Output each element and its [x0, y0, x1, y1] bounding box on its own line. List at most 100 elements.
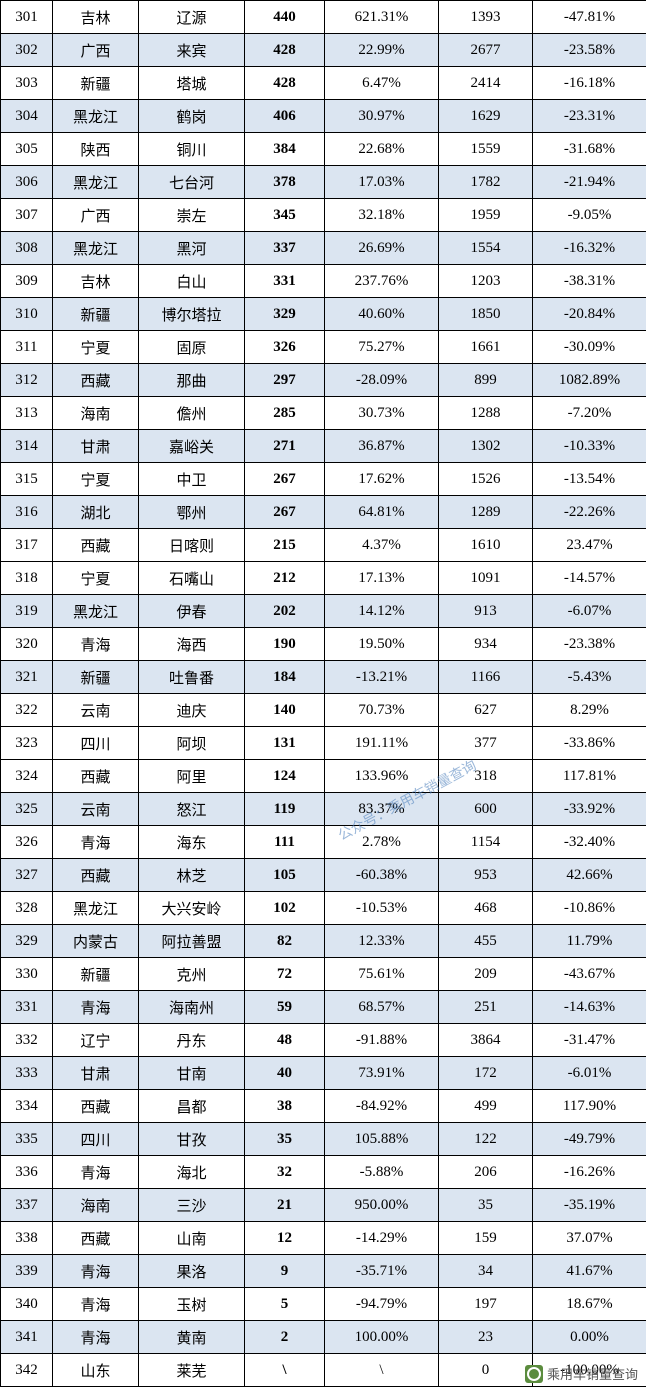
pct1-cell: 22.68% [325, 133, 439, 166]
province-cell: 西藏 [53, 529, 139, 562]
city-cell: 阿坝 [139, 727, 245, 760]
province-cell: 新疆 [53, 67, 139, 100]
value1-cell: 337 [245, 232, 325, 265]
value2-cell: 1289 [439, 496, 533, 529]
table-row: 315宁夏中卫26717.62%1526-13.54% [1, 463, 646, 496]
value2-cell: 1091 [439, 562, 533, 595]
rank-cell: 334 [1, 1090, 53, 1123]
table-row: 323四川阿坝131191.11%377-33.86% [1, 727, 646, 760]
table-row: 335四川甘孜35105.88%122-49.79% [1, 1123, 646, 1156]
value1-cell: 267 [245, 463, 325, 496]
city-cell: 丹东 [139, 1024, 245, 1057]
value2-cell: 0 [439, 1354, 533, 1387]
table-row: 329内蒙古阿拉善盟8212.33%45511.79% [1, 925, 646, 958]
province-cell: 广西 [53, 34, 139, 67]
table-row: 334西藏昌都38-84.92%499117.90% [1, 1090, 646, 1123]
pct2-cell: -33.86% [533, 727, 646, 760]
value1-cell: 5 [245, 1288, 325, 1321]
province-cell: 西藏 [53, 1090, 139, 1123]
table-row: 338西藏山南12-14.29%15937.07% [1, 1222, 646, 1255]
province-cell: 黑龙江 [53, 595, 139, 628]
value2-cell: 1154 [439, 826, 533, 859]
value2-cell: 35 [439, 1189, 533, 1222]
rank-cell: 325 [1, 793, 53, 826]
pct1-cell: 100.00% [325, 1321, 439, 1354]
province-cell: 辽宁 [53, 1024, 139, 1057]
rank-cell: 305 [1, 133, 53, 166]
city-cell: 来宾 [139, 34, 245, 67]
pct1-cell: 32.18% [325, 199, 439, 232]
value1-cell: 329 [245, 298, 325, 331]
value1-cell: 12 [245, 1222, 325, 1255]
table-row: 303新疆塔城4286.47%2414-16.18% [1, 67, 646, 100]
city-cell: 嘉峪关 [139, 430, 245, 463]
table-row: 322云南迪庆14070.73%6278.29% [1, 694, 646, 727]
city-cell: 白山 [139, 265, 245, 298]
value1-cell: 345 [245, 199, 325, 232]
pct1-cell: 191.11% [325, 727, 439, 760]
province-cell: 西藏 [53, 1222, 139, 1255]
pct2-cell: 41.67% [533, 1255, 646, 1288]
province-cell: 四川 [53, 1123, 139, 1156]
province-cell: 山东 [53, 1354, 139, 1387]
rank-cell: 320 [1, 628, 53, 661]
table-row: 332辽宁丹东48-91.88%3864-31.47% [1, 1024, 646, 1057]
pct2-cell: -23.38% [533, 628, 646, 661]
city-cell: 三沙 [139, 1189, 245, 1222]
rank-cell: 304 [1, 100, 53, 133]
value2-cell: 913 [439, 595, 533, 628]
value1-cell: 215 [245, 529, 325, 562]
value1-cell: 38 [245, 1090, 325, 1123]
city-cell: 迪庆 [139, 694, 245, 727]
province-cell: 陕西 [53, 133, 139, 166]
table-row: 341青海黄南2100.00%230.00% [1, 1321, 646, 1354]
table-row: 318宁夏石嘴山21217.13%1091-14.57% [1, 562, 646, 595]
rank-cell: 312 [1, 364, 53, 397]
province-cell: 宁夏 [53, 463, 139, 496]
table-row: 328黑龙江大兴安岭102-10.53%468-10.86% [1, 892, 646, 925]
pct2-cell: -16.26% [533, 1156, 646, 1189]
province-cell: 云南 [53, 694, 139, 727]
pct1-cell: -10.53% [325, 892, 439, 925]
pct1-cell: 22.99% [325, 34, 439, 67]
pct2-cell: -32.40% [533, 826, 646, 859]
value1-cell: 105 [245, 859, 325, 892]
value1-cell: 82 [245, 925, 325, 958]
city-cell: 山南 [139, 1222, 245, 1255]
pct1-cell: -14.29% [325, 1222, 439, 1255]
province-cell: 青海 [53, 628, 139, 661]
pct1-cell: -60.38% [325, 859, 439, 892]
pct2-cell: 42.66% [533, 859, 646, 892]
pct2-cell: -31.47% [533, 1024, 646, 1057]
value2-cell: 3864 [439, 1024, 533, 1057]
value2-cell: 499 [439, 1090, 533, 1123]
rank-cell: 313 [1, 397, 53, 430]
province-cell: 宁夏 [53, 331, 139, 364]
province-cell: 青海 [53, 826, 139, 859]
pct1-cell: 17.62% [325, 463, 439, 496]
value2-cell: 2677 [439, 34, 533, 67]
value2-cell: 1554 [439, 232, 533, 265]
province-cell: 广西 [53, 199, 139, 232]
rank-cell: 309 [1, 265, 53, 298]
province-cell: 海南 [53, 397, 139, 430]
table-row: 301吉林辽源440621.31%1393-47.81% [1, 1, 646, 34]
value2-cell: 1559 [439, 133, 533, 166]
pct2-cell: 18.67% [533, 1288, 646, 1321]
city-cell: 固原 [139, 331, 245, 364]
province-cell: 四川 [53, 727, 139, 760]
rank-cell: 336 [1, 1156, 53, 1189]
table-row: 309吉林白山331237.76%1203-38.31% [1, 265, 646, 298]
pct1-cell: 26.69% [325, 232, 439, 265]
value1-cell: 140 [245, 694, 325, 727]
table-row: 317西藏日喀则2154.37%161023.47% [1, 529, 646, 562]
value1-cell: 124 [245, 760, 325, 793]
table-row: 320青海海西19019.50%934-23.38% [1, 628, 646, 661]
pct1-cell: 17.03% [325, 166, 439, 199]
table-row: 319黑龙江伊春20214.12%913-6.07% [1, 595, 646, 628]
value2-cell: 1288 [439, 397, 533, 430]
footer-attribution: 乘用车销量查询 [525, 1364, 638, 1383]
province-cell: 新疆 [53, 661, 139, 694]
city-cell: 海西 [139, 628, 245, 661]
value2-cell: 627 [439, 694, 533, 727]
